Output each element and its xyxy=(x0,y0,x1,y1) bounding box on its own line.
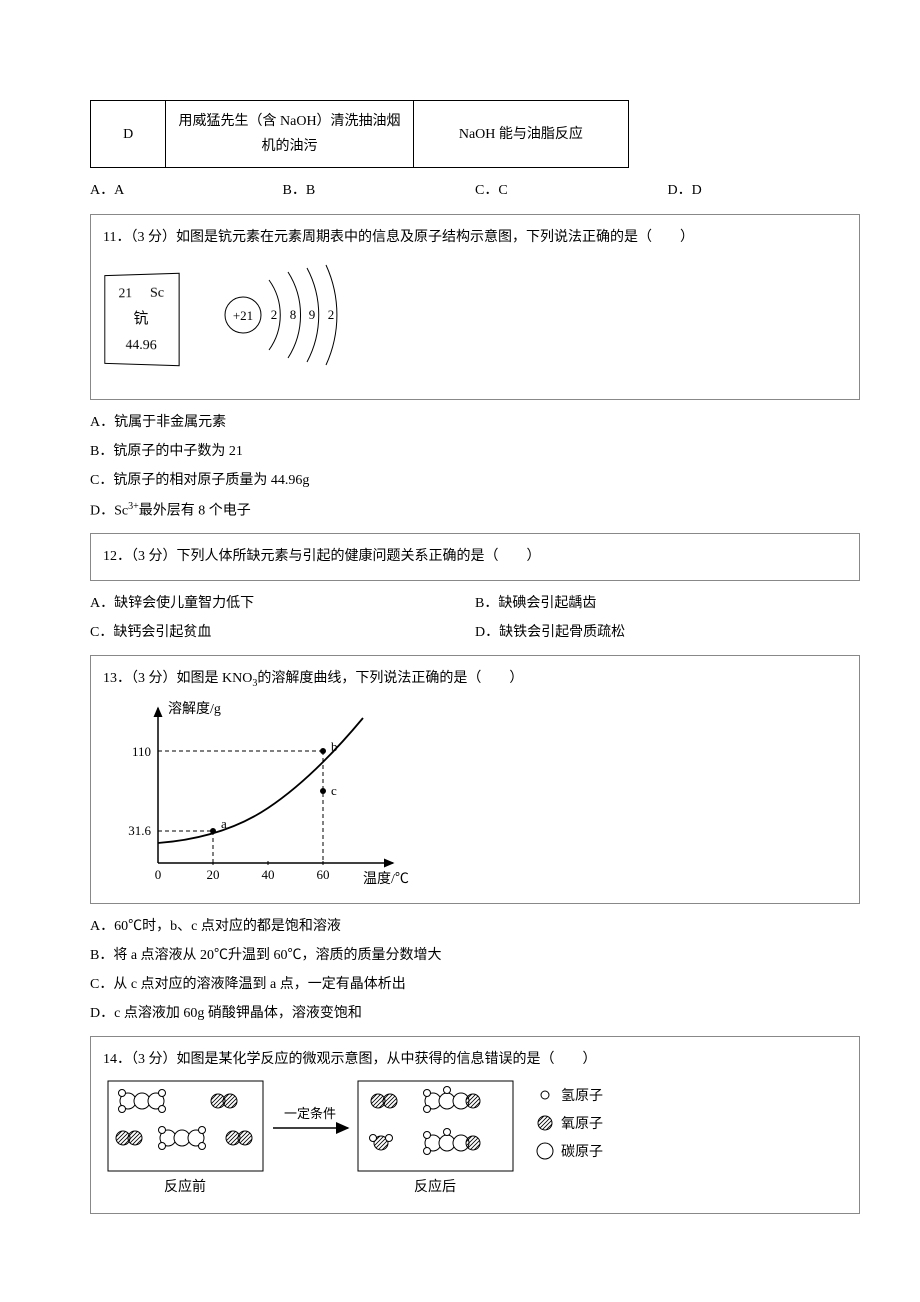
q10-options: A．A B．B C．C D．D xyxy=(90,178,860,203)
q12-prompt: 12．（3 分）下列人体所缺元素与引起的健康问题关系正确的是（ ） xyxy=(103,544,847,569)
svg-text:40: 40 xyxy=(262,867,275,882)
q12-option-b: B．缺碘会引起龋齿 xyxy=(475,591,860,616)
label-after: 反应后 xyxy=(414,1178,456,1195)
svg-text:0: 0 xyxy=(155,867,162,882)
legend-c: 碳原子 xyxy=(561,1144,603,1160)
q11-prompt: 11．（3 分）如图是钪元素在元素周期表中的信息及原子结构示意图，下列说法正确的… xyxy=(103,225,847,250)
option-a: A．A xyxy=(90,178,283,203)
table-cell: D xyxy=(91,101,166,168)
nucleus-label: +21 xyxy=(232,308,252,323)
option-b: B．B xyxy=(283,178,476,203)
q11-option-b: B．钪原子的中子数为 21 xyxy=(90,439,860,464)
svg-text:a: a xyxy=(221,816,227,831)
q14-prompt: 14．（3 分）如图是某化学反应的微观示意图，从中获得的信息错误的是（ ） xyxy=(103,1047,847,1072)
q14-box: 14．（3 分）如图是某化学反应的微观示意图，从中获得的信息错误的是（ ） xyxy=(90,1036,860,1213)
q13-option-b: B．将 a 点溶液从 20℃升温到 60℃，溶质的质量分数增大 xyxy=(90,943,860,968)
legend-o: 氧原子 xyxy=(561,1116,603,1132)
q12-box: 12．（3 分）下列人体所缺元素与引起的健康问题关系正确的是（ ） xyxy=(90,533,860,580)
label-before: 反应前 xyxy=(164,1178,206,1195)
svg-text:8: 8 xyxy=(289,307,296,322)
element-symbol: Sc xyxy=(150,280,164,306)
table-row: D 用威猛先生（含 NaOH）清洗抽油烟机的油污 NaOH 能与油脂反应 xyxy=(91,101,629,168)
option-c: C．C xyxy=(475,178,668,203)
svg-text:2: 2 xyxy=(270,307,277,322)
svg-text:110: 110 xyxy=(132,744,151,759)
q13-option-c: C．从 c 点对应的溶液降温到 a 点，一定有晶体析出 xyxy=(90,972,860,997)
element-cell: 21 Sc 钪 44.96 xyxy=(104,272,179,366)
table-cell: NaOH 能与油脂反应 xyxy=(413,101,628,168)
svg-text:溶解度/g: 溶解度/g xyxy=(168,701,221,717)
q13-prompt: 13．（3 分）如图是 KNO3的溶解度曲线，下列说法正确的是（ ） xyxy=(103,666,847,693)
q11-option-c: C．钪原子的相对原子质量为 44.96g xyxy=(90,468,860,493)
svg-text:60: 60 xyxy=(317,867,330,882)
q13-option-a: A．60℃时，b、c 点对应的都是饱和溶液 xyxy=(90,914,860,939)
q12-option-a: A．缺锌会使儿童智力低下 xyxy=(90,591,475,616)
label-arrow: 一定条件 xyxy=(284,1106,336,1121)
legend-h: 氢原子 xyxy=(561,1088,603,1104)
svg-text:c: c xyxy=(331,783,337,798)
table-cell: 用威猛先生（含 NaOH）清洗抽油烟机的油污 xyxy=(166,101,413,168)
svg-text:2: 2 xyxy=(327,307,334,322)
option-d: D．D xyxy=(668,178,861,203)
q12-option-d: D．缺铁会引起骨质疏松 xyxy=(475,620,860,645)
element-number: 21 xyxy=(119,281,133,306)
svg-text:20: 20 xyxy=(207,867,220,882)
svg-text:9: 9 xyxy=(308,307,315,322)
q12-options-row2: C．缺钙会引起贫血 D．缺铁会引起骨质疏松 xyxy=(90,620,860,645)
q13-option-d: D．c 点溶液加 60g 硝酸钾晶体，溶液变饱和 xyxy=(90,1001,860,1026)
svg-text:温度/℃: 温度/℃ xyxy=(363,871,409,887)
q13-box: 13．（3 分）如图是 KNO3的溶解度曲线，下列说法正确的是（ ） 溶解度/g… xyxy=(90,655,860,904)
atom-structure: +21 2 8 9 2 xyxy=(213,260,383,379)
solubility-curve: 溶解度/g 温度/℃ 110 31.6 0 20 40 60 a b c xyxy=(103,693,423,893)
element-name: 钪 xyxy=(119,306,165,333)
q11-option-d: D．Sc3+最外层有 8 个电子 xyxy=(90,498,860,524)
q11-figure: 21 Sc 钪 44.96 +21 2 8 9 2 xyxy=(103,260,847,379)
svg-text:b: b xyxy=(331,739,338,754)
q12-options-row1: A．缺锌会使儿童智力低下 B．缺碘会引起龋齿 xyxy=(90,591,860,616)
svg-text:31.6: 31.6 xyxy=(128,823,151,838)
reaction-diagram: 反应前 一定条件 xyxy=(103,1073,663,1203)
q10-table: D 用威猛先生（含 NaOH）清洗抽油烟机的油污 NaOH 能与油脂反应 xyxy=(90,100,629,168)
element-mass: 44.96 xyxy=(119,333,165,359)
q11-box: 11．（3 分）如图是钪元素在元素周期表中的信息及原子结构示意图，下列说法正确的… xyxy=(90,214,860,400)
q11-option-a: A．钪属于非金属元素 xyxy=(90,410,860,435)
q12-option-c: C．缺钙会引起贫血 xyxy=(90,620,475,645)
